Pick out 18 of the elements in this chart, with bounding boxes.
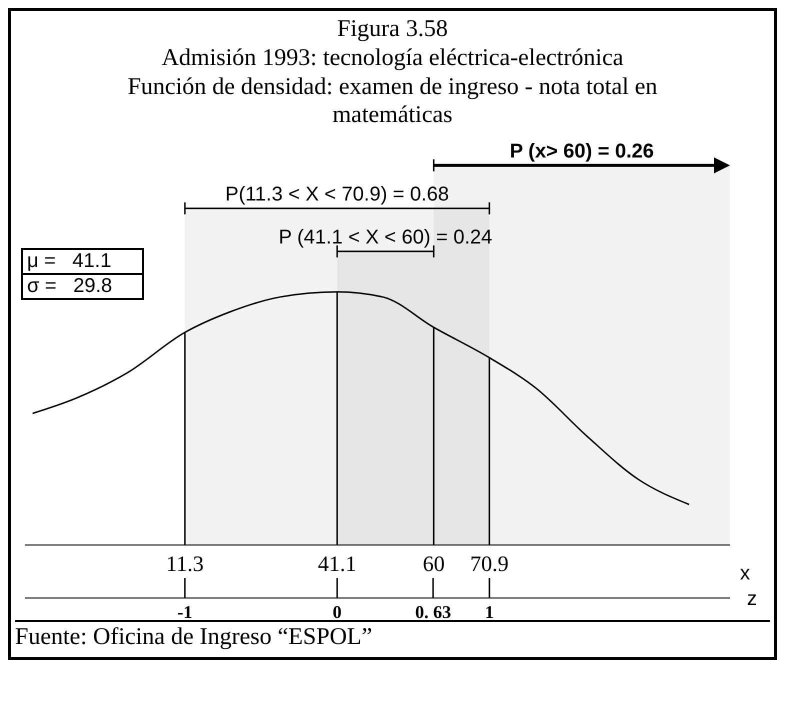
band-label: P (x> 60) = 0.26: [510, 140, 654, 162]
band-label: P (41.1 < X < 60) = 0.24: [278, 226, 492, 249]
source-note: Fuente: Oficina de Ingreso “ESPOL”: [15, 624, 372, 650]
x-axis-title: x: [740, 562, 750, 585]
band-label: P(11.3 < X < 70.9) = 0.68: [225, 184, 449, 206]
chart-subtitle: Admisión 1993: tecnología eléctrica-electrónica Función de densidad: examen de ingreso - nota total en matemáticas: [126, 44, 658, 130]
x2-tick-label: 0: [332, 602, 342, 622]
x2-tick-label: -1: [177, 602, 192, 622]
text: μ = 41.1: [26, 250, 112, 274]
x-tick-label: 60: [422, 551, 445, 576]
chart-title: Figura 3.58: [336, 15, 449, 44]
x2-tick-label: 0. 63: [415, 602, 452, 622]
x2-tick-label: 1: [484, 602, 494, 622]
x-tick-label: 11.3: [166, 551, 204, 576]
x-tick-label: 70.9: [470, 551, 509, 576]
x-tick-label: 41.1: [318, 551, 356, 576]
x2-axis-title: z: [747, 588, 757, 610]
annotation: σ = 29.8: [23, 273, 142, 298]
